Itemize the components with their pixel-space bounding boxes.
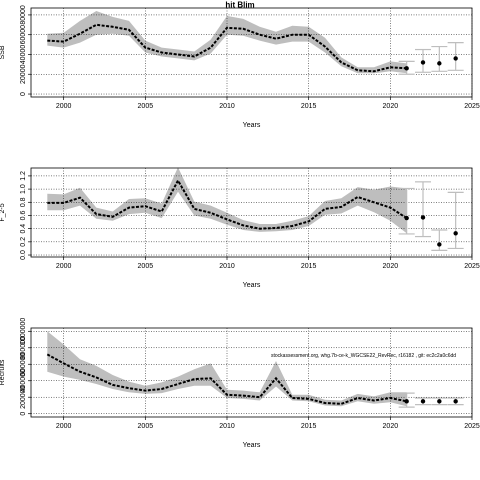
plot-frame [30, 167, 473, 258]
y-axis-title: SSB [0, 45, 6, 59]
y-tick-label: 800000 [20, 336, 27, 359]
ssb-panel: 2000 2005 2010 2015 2020 2025 0 200004000060000… [0, 5, 480, 129]
forecast-point [437, 399, 442, 404]
confidence-band [47, 331, 407, 407]
x-tick-label: 2005 [138, 423, 154, 430]
x-tick-label: 2025 [464, 263, 480, 270]
estimate-line [46, 353, 407, 405]
x-tick-label: 2000 [56, 103, 72, 110]
forecast-point [404, 399, 409, 404]
confidence-band [47, 167, 407, 234]
x-tick-label: 2020 [383, 423, 399, 430]
x-tick-label: 2015 [301, 103, 317, 110]
y-tick-label: 0.0 [20, 250, 27, 260]
x-axis-title: Years [243, 442, 261, 449]
y-tick-label: 0.4 [20, 224, 27, 234]
x-tick-label: 2015 [301, 423, 317, 430]
y-tick-label: 1.2 [20, 171, 27, 181]
figure-title: hit Blim [225, 1, 254, 10]
x-tick-label: 2005 [138, 263, 154, 270]
provenance-annotation: stockassessment.org, whg.7b-ce-k_WGCSE22… [271, 353, 456, 359]
x-tick-label: 2000 [56, 263, 72, 270]
forecast-point [420, 399, 426, 404]
x-axis-title: Years [243, 122, 261, 129]
y-tick-label: 1000000 [20, 318, 27, 345]
forecast-point [420, 215, 426, 220]
x-tick-label: 2020 [383, 263, 399, 270]
forecast-point [437, 61, 442, 66]
x-tick-label: 2025 [464, 103, 480, 110]
plot-frame [30, 7, 473, 98]
x-tick-label: 2005 [138, 103, 154, 110]
y-tick-label: 0 [20, 412, 27, 416]
y-tick-label: 0.8 [20, 197, 27, 207]
y-tick-label: 0 [20, 92, 27, 96]
x-tick-label: 2020 [383, 103, 399, 110]
forecast-point [404, 66, 409, 71]
y-tick-label: 400000 [20, 369, 27, 392]
x-tick-label: 2010 [219, 263, 235, 270]
plot-frame [30, 327, 473, 418]
y-tick-label: 80000 [20, 5, 27, 25]
y-tick-label: 20000 [20, 64, 27, 84]
forecast-point [404, 215, 409, 221]
forecast-point [453, 56, 458, 61]
forecast-point [453, 399, 458, 404]
x-tick-label: 2010 [219, 103, 235, 110]
x-tick-label: 2000 [56, 423, 72, 430]
estimate-line [47, 23, 407, 73]
recruits-panel: 2000 2005 2010 2015 2020 2025 0 200000400000600… [0, 318, 480, 449]
x-tick-label: 2010 [219, 423, 235, 430]
y-tick-label: 600000 [20, 352, 27, 375]
y-tick-label: 0.6 [20, 210, 27, 220]
fishing-mortality-panel: 2000 2005 2010 2015 2020 2025 0.0 0.2 0.4 0.6 0.8 1… [0, 167, 480, 289]
y-tick-label: 1.0 [20, 184, 27, 194]
forecast-point [453, 231, 458, 236]
forecast-point [420, 60, 426, 65]
y-tick-label: 40000 [20, 45, 27, 65]
x-tick-label: 2025 [464, 423, 480, 430]
x-axis-title: Years [243, 282, 261, 289]
y-tick-label: 0.2 [20, 237, 27, 247]
y-tick-label: 200000 [20, 385, 27, 408]
y-axis-title: Recruits [0, 359, 6, 385]
y-axis-title: F_2-5 [0, 203, 6, 221]
x-tick-label: 2015 [301, 263, 317, 270]
estimate-line [47, 178, 408, 230]
forecast-point [437, 242, 442, 247]
y-tick-label: 60000 [20, 25, 27, 45]
